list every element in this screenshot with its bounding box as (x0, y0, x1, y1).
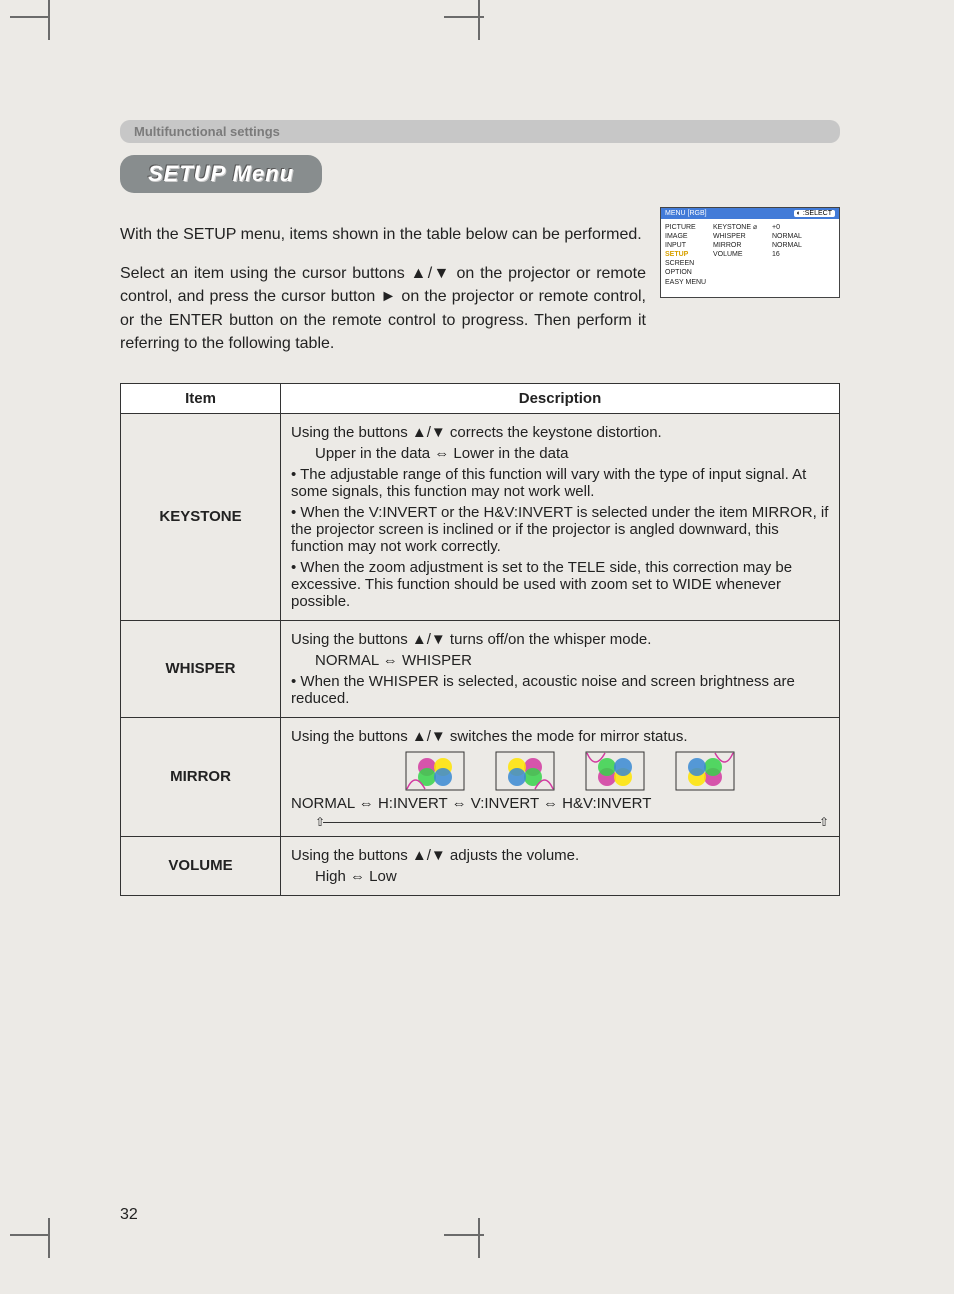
table-row: WHISPER Using the buttons ▲/▼ turns off/… (121, 620, 840, 717)
desc-line: Using the buttons ▲/▼ adjusts the volume… (291, 847, 829, 864)
crop-mark (478, 0, 480, 40)
page-number: 32 (120, 1206, 138, 1224)
desc-line: • When the zoom adjustment is set to the… (291, 559, 829, 610)
table-row: MIRROR Using the buttons ▲/▼ switches th… (121, 717, 840, 836)
desc-line: • When the V:INVERT or the H&V:INVERT is… (291, 504, 829, 555)
crop-mark (48, 0, 50, 40)
osd-param: KEYSTONE ⌀ (713, 223, 768, 232)
osd-item: IMAGE (665, 232, 709, 241)
osd-value: +0 (772, 223, 835, 232)
mirror-modes: NORMAL ⇔ H:INVERT ⇔ V:INVERT ⇔ H&V:INVER… (291, 795, 829, 812)
osd-item: OPTION (665, 268, 709, 277)
osd-param: VOLUME (713, 250, 768, 259)
mirror-vinvert-icon (585, 751, 645, 791)
intro-p2: Select an item using the cursor buttons … (120, 262, 646, 355)
desc-line: NORMAL ⇔ WHISPER (315, 652, 829, 669)
crop-mark (48, 1218, 50, 1258)
item-cell: WHISPER (121, 620, 281, 717)
table-row: KEYSTONE Using the buttons ▲/▼ corrects … (121, 413, 840, 620)
desc-line: • The adjustable range of this function … (291, 466, 829, 500)
crop-mark (10, 1234, 50, 1236)
page-content: Multifunctional settings SETUP Menu With… (120, 120, 840, 896)
mirror-icons (311, 751, 829, 791)
desc-line: Using the buttons ▲/▼ corrects the keyst… (291, 424, 829, 441)
desc-cell: Using the buttons ▲/▼ adjusts the volume… (281, 836, 840, 895)
intro-p1: With the SETUP menu, items shown in the … (120, 223, 646, 246)
osd-right-col: +0 NORMAL NORMAL 16 (772, 223, 835, 287)
intro-block: With the SETUP menu, items shown in the … (120, 207, 840, 371)
osd-param: WHISPER (713, 232, 768, 241)
desc-line: High ⇔ Low (315, 868, 829, 885)
osd-item: SCREEN (665, 259, 709, 268)
osd-param: MIRROR (713, 241, 768, 250)
osd-item: PICTURE (665, 223, 709, 232)
intro-text: With the SETUP menu, items shown in the … (120, 207, 646, 371)
osd-select-label: ◐ :SELECT (794, 210, 835, 217)
crop-mark (478, 1218, 480, 1258)
osd-body: PICTURE IMAGE INPUT SETUP SCREEN OPTION … (661, 219, 839, 297)
crop-mark (10, 16, 50, 18)
osd-item: EASY MENU (665, 278, 709, 287)
desc-cell: Using the buttons ▲/▼ corrects the keyst… (281, 413, 840, 620)
desc-cell: Using the buttons ▲/▼ turns off/on the w… (281, 620, 840, 717)
mirror-normal-icon (405, 751, 465, 791)
menu-title: SETUP Menu (120, 155, 322, 193)
osd-value: NORMAL (772, 232, 835, 241)
arrow-up-icon: ⇧ (315, 815, 325, 829)
mirror-loop: ⇧ ⇧ (315, 816, 829, 830)
desc-line: Using the buttons ▲/▼ switches the mode … (291, 728, 829, 745)
desc-line: • When the WHISPER is selected, acoustic… (291, 673, 829, 707)
osd-item: INPUT (665, 241, 709, 250)
table-header-item: Item (121, 383, 281, 413)
osd-mid-col: KEYSTONE ⌀ WHISPER MIRROR VOLUME (713, 223, 768, 287)
osd-value: NORMAL (772, 241, 835, 250)
osd-value: 16 (772, 250, 835, 259)
item-cell: MIRROR (121, 717, 281, 836)
mirror-hvinvert-icon (675, 751, 735, 791)
arrow-up-icon: ⇧ (819, 815, 829, 829)
item-cell: VOLUME (121, 836, 281, 895)
item-cell: KEYSTONE (121, 413, 281, 620)
settings-table: Item Description KEYSTONE Using the butt… (120, 383, 840, 896)
table-row: VOLUME Using the buttons ▲/▼ adjusts the… (121, 836, 840, 895)
desc-cell: Using the buttons ▲/▼ switches the mode … (281, 717, 840, 836)
osd-menu: MENU [RGB] ◐ :SELECT PICTURE IMAGE INPUT… (660, 207, 840, 298)
osd-item-highlight: SETUP (665, 250, 709, 259)
section-header: Multifunctional settings (120, 120, 840, 143)
table-header-desc: Description (281, 383, 840, 413)
desc-line: Upper in the data ⇔ Lower in the data (315, 445, 829, 462)
desc-line: Using the buttons ▲/▼ turns off/on the w… (291, 631, 829, 648)
osd-title: MENU [RGB] (665, 210, 707, 217)
osd-left-col: PICTURE IMAGE INPUT SETUP SCREEN OPTION … (665, 223, 709, 287)
osd-header: MENU [RGB] ◐ :SELECT (661, 208, 839, 219)
mirror-hinvert-icon (495, 751, 555, 791)
